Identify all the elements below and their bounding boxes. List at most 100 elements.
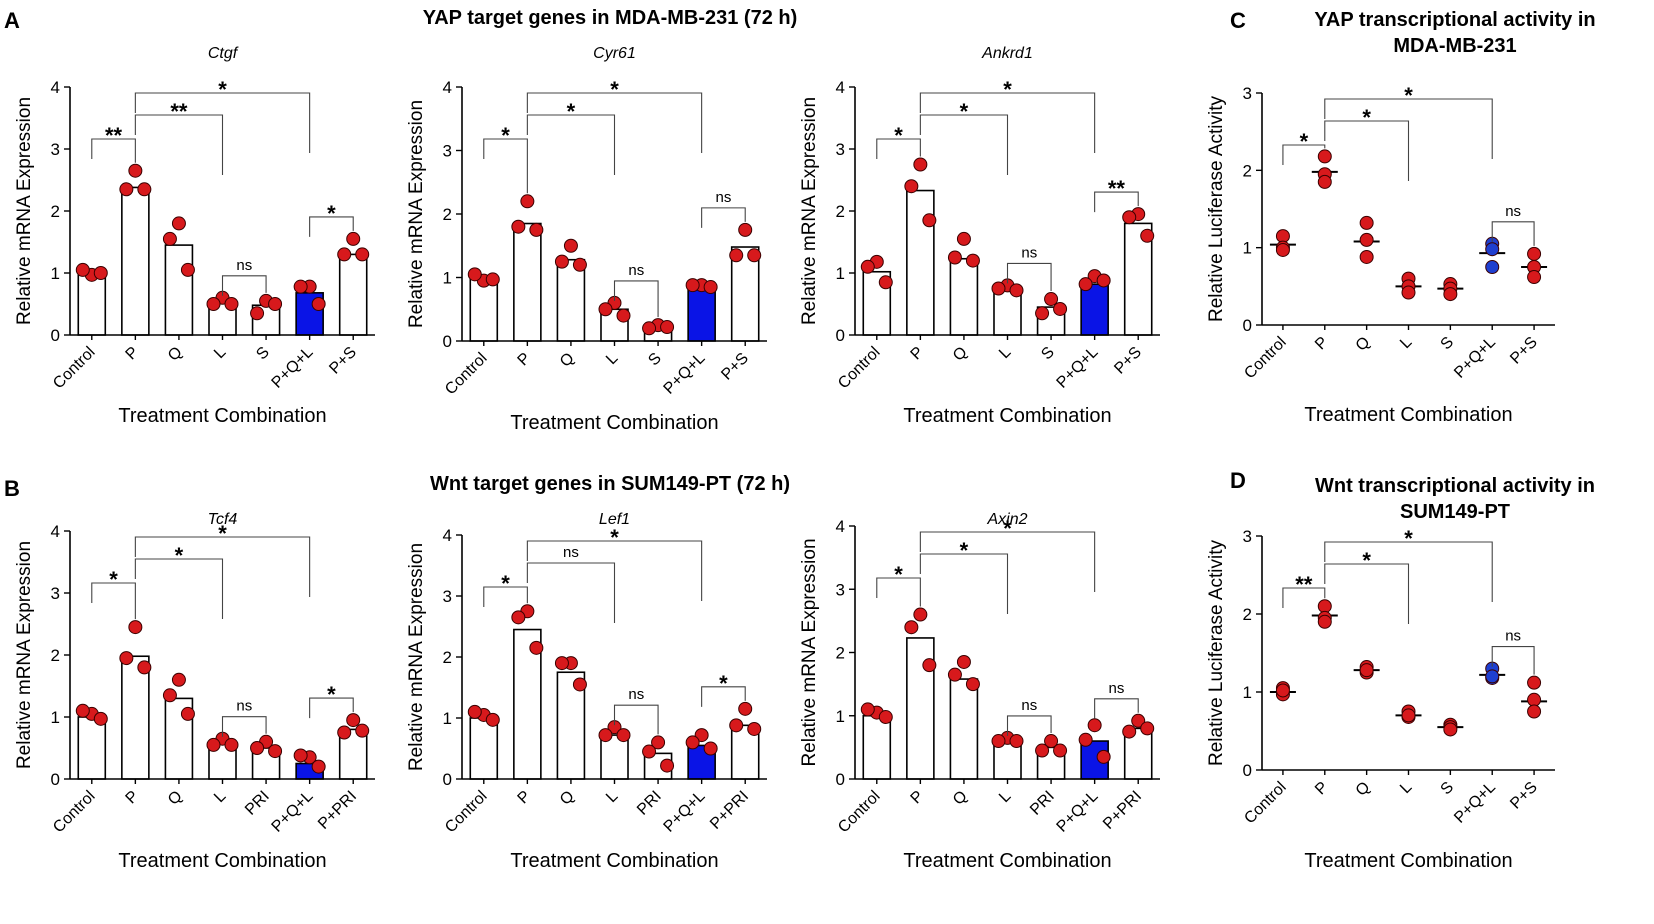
data-point xyxy=(1131,713,1146,728)
x-tick-label: P+Q+L xyxy=(1054,344,1102,392)
data-point xyxy=(1443,722,1458,737)
significance-label: * xyxy=(567,99,576,124)
x-tick-label: Q xyxy=(557,788,578,809)
bar xyxy=(949,257,979,336)
data-point xyxy=(1087,718,1102,733)
significance-label: ns xyxy=(628,262,644,279)
data-point xyxy=(162,231,177,246)
x-axis-label: Treatment Combination xyxy=(118,850,326,872)
data-point xyxy=(1359,215,1374,230)
significance-bracket xyxy=(483,138,528,194)
y-tick-label: 1 xyxy=(1243,239,1252,258)
y-tick-label: 4 xyxy=(836,517,845,536)
x-tick-label: L xyxy=(1397,334,1415,352)
y-tick-label: 1 xyxy=(836,707,845,726)
data-point xyxy=(467,704,482,719)
significance-bracket xyxy=(483,586,528,607)
data-point xyxy=(1443,287,1458,302)
data-point xyxy=(947,250,962,265)
significance-bracket xyxy=(1491,221,1535,246)
significance-label: * xyxy=(327,201,336,226)
data-point xyxy=(878,275,893,290)
significance-bracket xyxy=(701,207,746,228)
data-point xyxy=(1485,242,1500,257)
data-point xyxy=(1401,708,1416,723)
significance-bracket xyxy=(1324,120,1410,181)
significance-bracket xyxy=(1324,563,1410,624)
data-point xyxy=(1009,734,1024,749)
y-tick-label: 1 xyxy=(1243,683,1252,702)
data-point xyxy=(1044,734,1059,749)
significance-bracket xyxy=(134,92,311,153)
data-point xyxy=(293,748,308,763)
chart-yap-luciferase: 0 1 2 3 Control P Q L SP+Q+L P+S Treatment Combina… xyxy=(1206,83,1555,426)
bar xyxy=(513,222,542,342)
significance-label: * xyxy=(501,571,510,596)
bar xyxy=(1080,283,1109,336)
data-point xyxy=(224,297,239,311)
significance-bracket xyxy=(701,686,746,707)
y-tick-label: 3 xyxy=(1243,527,1252,546)
data-point xyxy=(572,677,587,692)
data-point xyxy=(1053,743,1068,758)
significance-label: ns xyxy=(628,686,644,703)
x-tick-label: P+S xyxy=(1111,344,1145,378)
y-tick-label: 0 xyxy=(51,770,60,789)
bar xyxy=(949,678,979,780)
y-tick-label: 3 xyxy=(443,142,452,161)
significance-label: * xyxy=(1300,129,1309,154)
x-tick-label: L xyxy=(211,344,229,362)
x-axis-label: Treatment Combination xyxy=(510,850,718,872)
x-tick-label: Control xyxy=(442,350,490,398)
x-axis-label: Treatment Combination xyxy=(903,405,1111,427)
data-point xyxy=(467,267,482,282)
data-point xyxy=(572,257,587,272)
significance-label: * xyxy=(501,123,510,148)
chart-title: Ctgf xyxy=(208,45,239,62)
x-tick-label: Control xyxy=(835,788,883,836)
data-point xyxy=(685,735,700,750)
x-tick-label: P+S xyxy=(1507,334,1541,368)
data-point xyxy=(598,302,613,317)
y-tick-label: 0 xyxy=(51,326,60,345)
x-axis-label: Treatment Combination xyxy=(118,405,326,427)
data-point xyxy=(860,702,875,717)
x-tick-label: S xyxy=(1038,344,1058,364)
panel-d-title-line1: Wnt transcriptional activity in xyxy=(1315,475,1595,497)
y-axis-label: Relative Luciferase Activity xyxy=(1206,540,1227,766)
data-point xyxy=(337,247,352,262)
bar xyxy=(687,286,716,342)
x-tick-label: Control xyxy=(1241,334,1289,382)
y-tick-label: 2 xyxy=(443,205,452,224)
data-point xyxy=(355,723,370,738)
y-tick-label: 1 xyxy=(443,709,452,728)
x-tick-label: P+Q+L xyxy=(1451,779,1499,827)
significance-bracket xyxy=(1006,715,1052,736)
data-point xyxy=(171,216,186,231)
data-point xyxy=(651,735,666,750)
data-point xyxy=(520,194,535,209)
significance-label: ns xyxy=(1505,628,1521,645)
data-point xyxy=(529,640,544,655)
panel-d-title-line2: SUM149-PT xyxy=(1400,501,1510,523)
data-point xyxy=(598,728,613,743)
x-tick-label: L xyxy=(996,788,1014,806)
data-point xyxy=(703,741,718,756)
data-point xyxy=(128,620,143,635)
significance-bracket xyxy=(876,577,921,607)
y-tick-label: 0 xyxy=(1243,316,1252,335)
panel-a-title: YAP target genes in MDA-MB-231 (72 h) xyxy=(423,7,798,29)
x-tick-label: P xyxy=(908,788,928,808)
data-point xyxy=(747,721,762,736)
data-point xyxy=(1527,675,1542,690)
data-point xyxy=(738,701,753,716)
data-point xyxy=(913,607,928,622)
data-point xyxy=(1078,277,1093,292)
x-axis-label: Treatment Combination xyxy=(1304,404,1512,426)
data-point xyxy=(956,654,971,669)
data-point xyxy=(1317,149,1332,164)
data-point xyxy=(346,713,361,728)
x-tick-label: PRI xyxy=(634,788,665,819)
significance-bracket xyxy=(134,536,311,597)
